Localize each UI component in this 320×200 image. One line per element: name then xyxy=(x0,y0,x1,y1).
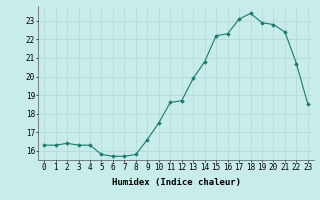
X-axis label: Humidex (Indice chaleur): Humidex (Indice chaleur) xyxy=(111,178,241,187)
